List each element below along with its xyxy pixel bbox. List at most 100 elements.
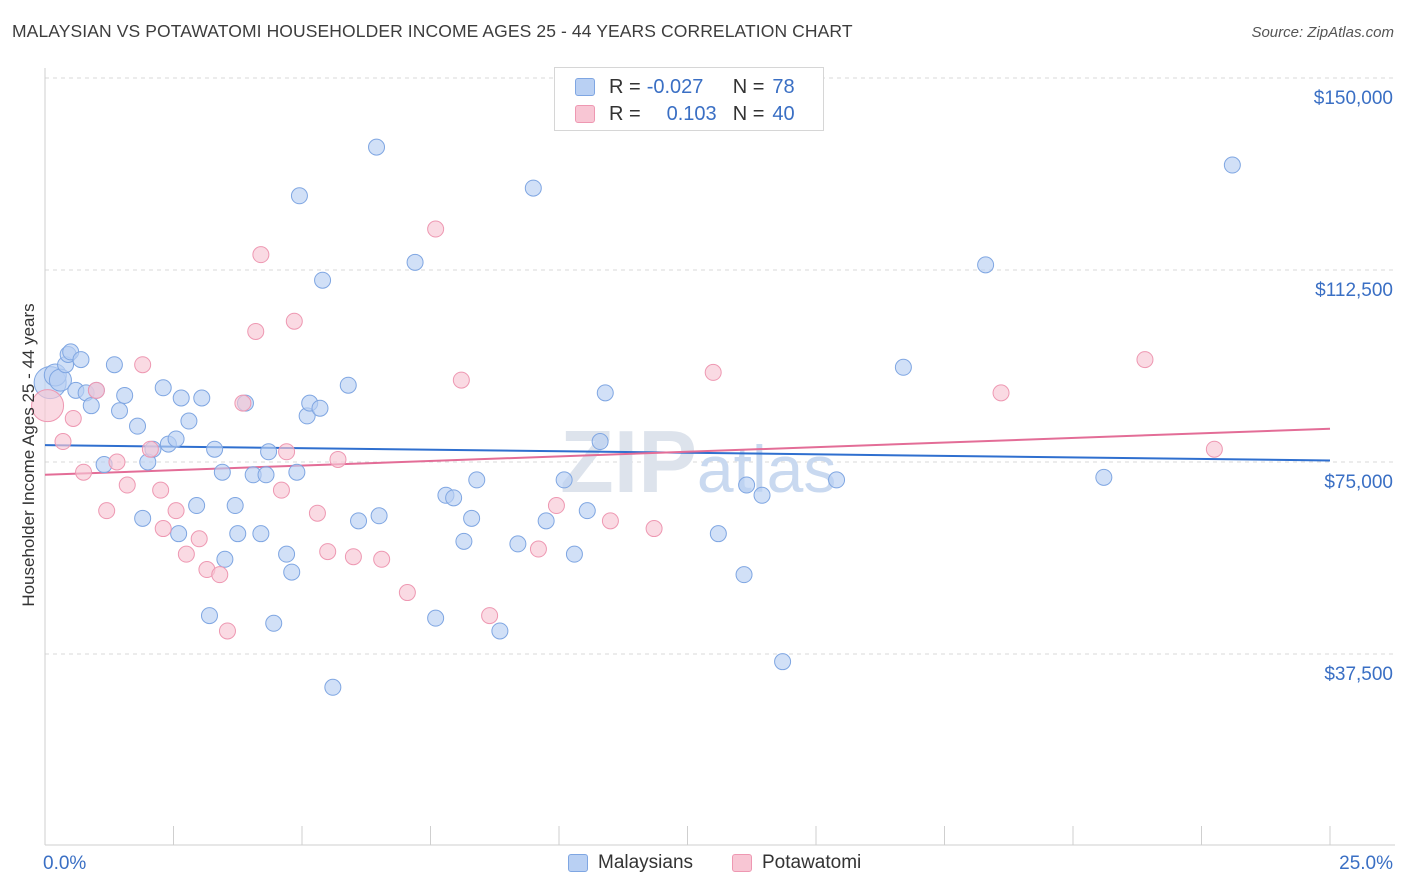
data-point-potawatomi xyxy=(373,550,391,568)
data-point-potawatomi xyxy=(481,607,499,625)
axes xyxy=(44,68,1395,846)
legend-n-label: N = xyxy=(732,75,765,98)
data-point-malaysians xyxy=(288,463,306,481)
data-point-potawatomi xyxy=(1136,351,1154,369)
legend-item-potawatomi[interactable]: Potawatomi xyxy=(732,852,861,874)
data-points xyxy=(31,138,1241,696)
data-point-potawatomi xyxy=(427,220,445,238)
data-point-malaysians xyxy=(252,525,270,543)
data-point-malaysians xyxy=(468,471,486,489)
data-point-potawatomi xyxy=(54,433,72,451)
tick-labels: $37,500 $75,000 $112,500 $150,000 0.0% 25.0% xyxy=(43,88,1393,874)
data-point-potawatomi xyxy=(141,440,159,458)
data-point-potawatomi xyxy=(992,384,1010,402)
data-point-malaysians xyxy=(105,356,123,374)
legend-swatch-potawatomi xyxy=(732,854,752,872)
data-point-malaysians xyxy=(167,430,185,448)
data-point-malaysians xyxy=(180,412,198,430)
data-point-malaysians xyxy=(229,525,247,543)
watermark-zip: ZIP xyxy=(560,412,697,511)
data-point-potawatomi xyxy=(529,540,547,558)
data-point-potawatomi xyxy=(645,520,663,538)
legend-item-malaysians[interactable]: Malaysians xyxy=(568,852,693,874)
data-point-potawatomi xyxy=(329,450,347,468)
data-point-potawatomi xyxy=(344,548,362,566)
data-point-malaysians xyxy=(591,433,609,451)
data-point-malaysians xyxy=(1095,468,1113,486)
trend-line-malaysians xyxy=(44,444,1331,462)
y-tick-label: $150,000 xyxy=(1314,88,1393,109)
data-point-malaysians xyxy=(445,489,463,507)
legend-swatch-potawatomi xyxy=(575,105,595,123)
legend-row-malaysians: R = -0.027 N = 78 xyxy=(575,75,795,99)
data-point-malaysians xyxy=(154,379,172,397)
data-point-malaysians xyxy=(216,550,234,568)
data-point-malaysians xyxy=(894,358,912,376)
data-point-potawatomi xyxy=(152,481,170,499)
y-axis-label: Householder Income Ages 25 - 44 years xyxy=(19,303,38,606)
data-point-potawatomi xyxy=(87,381,105,399)
legend-r-label: R = xyxy=(609,102,641,125)
data-point-malaysians xyxy=(116,386,134,404)
data-point-malaysians xyxy=(226,497,244,515)
data-point-malaysians xyxy=(537,512,555,530)
data-point-potawatomi xyxy=(452,371,470,389)
source-label: Source: ZipAtlas.com xyxy=(1251,24,1394,41)
x-tick-label-min: 0.0% xyxy=(43,853,86,874)
data-point-potawatomi xyxy=(31,389,65,423)
legend-r-value: -0.027 xyxy=(646,75,704,98)
trend-lines xyxy=(44,427,1331,476)
data-point-malaysians xyxy=(427,609,445,627)
series-legend: Malaysians Potawatomi xyxy=(0,852,1406,878)
legend-label-malaysians: Malaysians xyxy=(598,852,694,873)
data-point-potawatomi xyxy=(308,504,326,522)
data-point-malaysians xyxy=(170,525,188,543)
data-point-malaysians xyxy=(111,402,129,420)
data-point-malaysians xyxy=(172,389,190,407)
data-point-malaysians xyxy=(709,525,727,543)
legend-r-label: R = xyxy=(609,75,641,98)
trend-line-potawatomi xyxy=(44,427,1331,476)
data-point-malaysians xyxy=(524,179,542,197)
data-point-malaysians xyxy=(509,535,527,553)
data-point-malaysians xyxy=(278,545,296,563)
legend-n-label: N = xyxy=(732,102,765,125)
data-point-malaysians xyxy=(339,376,357,394)
correlation-legend: R = -0.027 N = 78 R = 0.103 N = 40 xyxy=(554,67,824,131)
data-point-potawatomi xyxy=(704,363,722,381)
data-point-malaysians xyxy=(370,507,388,525)
data-point-malaysians xyxy=(311,399,329,417)
y-tick-label: $112,500 xyxy=(1315,280,1393,301)
data-point-potawatomi xyxy=(285,312,303,330)
data-point-malaysians xyxy=(213,463,231,481)
data-point-malaysians xyxy=(283,563,301,581)
data-point-malaysians xyxy=(265,614,283,632)
data-point-malaysians xyxy=(193,389,211,407)
data-point-potawatomi xyxy=(98,502,116,520)
data-point-malaysians xyxy=(324,678,342,696)
data-point-malaysians xyxy=(257,466,275,484)
data-point-malaysians xyxy=(1223,156,1241,174)
data-point-malaysians xyxy=(578,502,596,520)
watermark: ZIPatlas xyxy=(560,412,836,511)
data-point-malaysians xyxy=(188,497,206,515)
data-point-malaysians xyxy=(134,509,152,527)
data-point-malaysians xyxy=(350,512,368,530)
data-point-potawatomi xyxy=(190,530,208,548)
data-point-malaysians xyxy=(206,440,224,458)
data-point-malaysians xyxy=(565,545,583,563)
data-point-potawatomi xyxy=(547,497,565,515)
data-point-potawatomi xyxy=(154,520,172,538)
data-point-malaysians xyxy=(596,384,614,402)
data-point-malaysians xyxy=(738,476,756,494)
data-point-potawatomi xyxy=(398,584,416,602)
data-point-potawatomi xyxy=(118,476,136,494)
data-point-malaysians xyxy=(753,486,771,504)
data-point-malaysians xyxy=(828,471,846,489)
data-point-potawatomi xyxy=(75,463,93,481)
data-point-potawatomi xyxy=(319,543,337,561)
legend-swatch-malaysians xyxy=(568,854,588,872)
data-point-potawatomi xyxy=(601,512,619,530)
grid-lines xyxy=(45,77,1395,655)
data-point-malaysians xyxy=(260,443,278,461)
